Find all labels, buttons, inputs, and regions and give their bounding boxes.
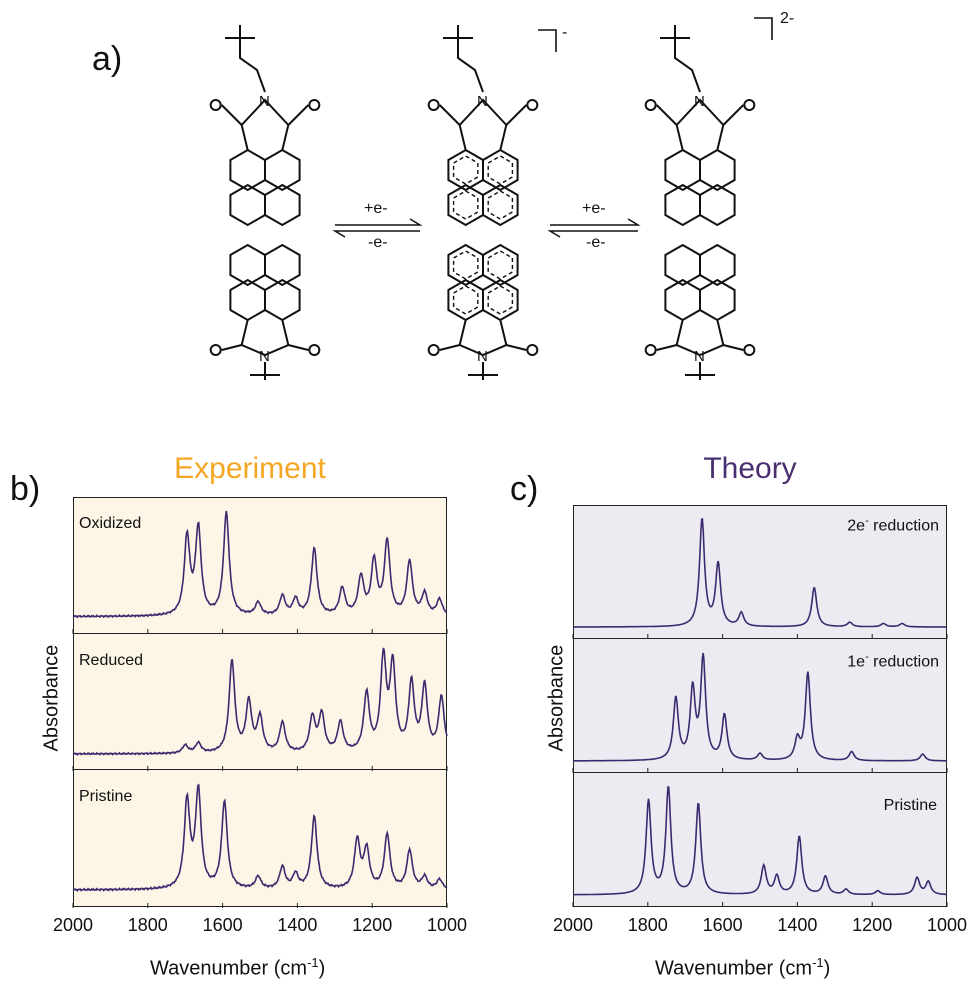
x-tick-label: 1000 <box>426 915 468 935</box>
theory-plot: 2e- reduction 1e- reduction Pristine <box>572 505 948 907</box>
experiment-plot: Oxidized Reduced Pristine <box>72 497 448 908</box>
x-tick-label: 1800 <box>627 915 668 935</box>
radical-anion-charge: - <box>562 24 568 41</box>
theory-pristine-label: Pristine <box>883 797 937 814</box>
arrow2-top-label: +e- <box>582 200 606 217</box>
svg-text:N: N <box>694 348 705 365</box>
exp-reduced-frame: Reduced <box>73 634 447 770</box>
bracket-radical-anion <box>538 29 557 52</box>
spectrum-line-1e- reduction <box>573 652 947 762</box>
svg-text:N: N <box>477 348 488 365</box>
exp-pristine-frame: Pristine <box>73 770 447 907</box>
x-tick-label: 1400 <box>277 915 318 935</box>
svg-text:N: N <box>477 93 488 110</box>
exp-spectra <box>72 510 448 908</box>
exp-reduced-label: Reduced <box>79 652 144 669</box>
experiment-title: Experiment <box>174 452 326 485</box>
theory-plot-area <box>573 505 947 907</box>
arrow1-top-label: +e- <box>364 200 388 217</box>
theory-1e-label: 1e- reduction <box>847 651 939 671</box>
theory-xlabel: Wavenumber (cm-1) <box>655 955 831 980</box>
panel-c-label: c) <box>510 470 539 508</box>
dianion-charge: 2- <box>780 10 795 27</box>
theory-1e-frame: 1e- reduction <box>573 639 947 773</box>
x-tick-label: 1600 <box>702 915 743 935</box>
exp-ylabel: Absorbance <box>40 644 63 752</box>
theory-pristine-frame: Pristine <box>573 773 947 907</box>
arrow1-bottom-label: -e- <box>368 234 388 251</box>
spectrum-line-Oxidized <box>72 510 448 619</box>
svg-text:N: N <box>259 93 270 110</box>
x-tick-label: 1400 <box>777 915 818 935</box>
molecule-radical-anion: NN <box>427 25 539 380</box>
panel-a-label: a) <box>92 40 123 78</box>
spectrum-line-Pristine <box>72 783 448 892</box>
theory-spectra <box>572 517 948 907</box>
x-tick-label: 1200 <box>352 915 393 935</box>
molecule-dianion: NN <box>644 25 756 380</box>
exp-oxidized-label: Oxidized <box>79 515 142 532</box>
theory-title: Theory <box>703 452 797 485</box>
spectrum-line-Pristine <box>573 786 947 896</box>
x-tick-label: 1000 <box>926 915 968 935</box>
bracket-dianion <box>754 17 773 40</box>
theory-2e-label: 2e- reduction <box>847 515 939 535</box>
theory-ylabel: Absorbance <box>545 644 568 752</box>
exp-pristine-label: Pristine <box>79 788 133 805</box>
svg-text:N: N <box>259 348 270 365</box>
exp-oxidized-frame: Oxidized <box>73 497 447 634</box>
exp-xlabel: Wavenumber (cm-1) <box>150 955 326 980</box>
x-tick-label: 1600 <box>202 915 243 935</box>
equilibrium-arrow-2 <box>547 218 641 238</box>
x-tick-label: 1800 <box>127 915 168 935</box>
x-tick-label: 1200 <box>852 915 893 935</box>
spectrum-line-Reduced <box>72 647 448 756</box>
spectrum-line-2e- reduction <box>573 517 947 628</box>
theory-2e-frame: 2e- reduction <box>573 505 947 639</box>
equilibrium-arrow-1 <box>332 218 423 238</box>
x-tick-label: 2000 <box>52 915 94 935</box>
arrow2-bottom-label: -e- <box>586 234 606 251</box>
x-tick-label: 2000 <box>552 915 594 935</box>
svg-text:N: N <box>694 93 705 110</box>
panel-b-label: b) <box>10 470 41 508</box>
molecule-neutral: NN <box>209 25 321 380</box>
